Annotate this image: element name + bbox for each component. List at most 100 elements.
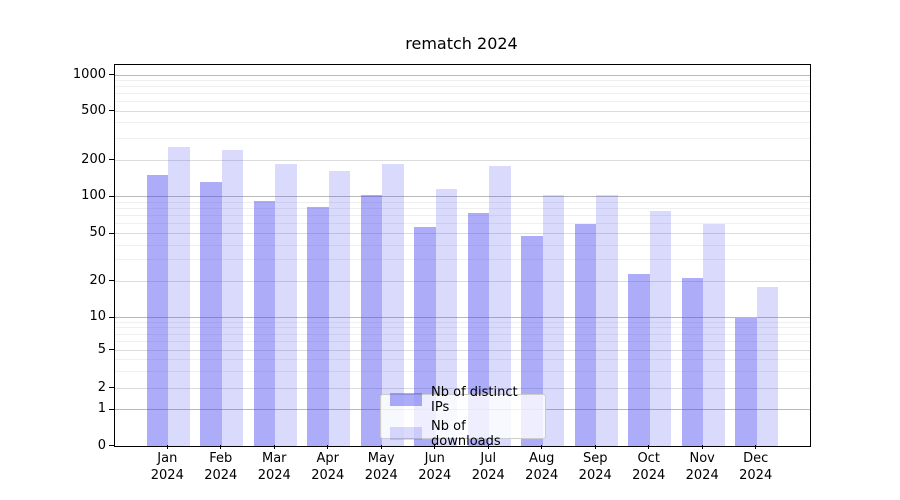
- y-tick-label-500: 500: [81, 102, 106, 118]
- y-tick-mark-10: [109, 316, 114, 318]
- legend-label-downloads: Nb of downloads: [431, 418, 501, 449]
- legend-swatch-distinct-ips: [390, 393, 422, 406]
- gridline-70: [115, 215, 810, 217]
- legend-row-downloads: Nb of downloads: [390, 419, 536, 449]
- plot-area: Nb of distinct IPs Nb of downloads: [114, 64, 811, 449]
- x-tick-label-Jul: Jul 2024: [452, 450, 524, 484]
- y-tick-label-2: 2: [97, 379, 106, 395]
- gridline-1000: [115, 74, 810, 76]
- x-tick-mark-Nov: [701, 445, 703, 449]
- y-tick-label-0: 0: [97, 437, 106, 453]
- gridline-5: [115, 349, 810, 351]
- gridline-900: [115, 79, 810, 81]
- bar-downloads-Jun: [435, 189, 458, 446]
- gridline-30: [115, 259, 810, 261]
- gridline-60: [115, 223, 810, 225]
- x-tick-year-Sep: 2024: [578, 468, 612, 483]
- x-tick-mark-Aug: [541, 445, 543, 449]
- bar-ips-Oct: [628, 273, 650, 446]
- x-tick-label-Sep: Sep 2024: [559, 450, 631, 484]
- x-tick-mark-Dec: [755, 445, 757, 449]
- gridline-3: [115, 370, 810, 372]
- x-tick-month-Dec: Dec: [743, 451, 769, 466]
- legend-label-distinct-ips: Nb of distinct IPs: [431, 384, 518, 415]
- bar-downloads-Nov: [703, 223, 725, 446]
- bar-downloads-Oct: [649, 210, 672, 446]
- y-tick-mark-20: [109, 280, 114, 281]
- x-tick-mark-Jun: [434, 445, 436, 449]
- x-tick-month-Jun: Jun: [424, 451, 445, 466]
- x-tick-label-Mar: Mar 2024: [238, 450, 310, 484]
- bar-ips-May: [360, 195, 383, 446]
- x-tick-month-May: May: [367, 451, 395, 466]
- gridline-7: [115, 333, 810, 335]
- x-tick-month-Nov: Nov: [689, 451, 715, 466]
- x-tick-month-Oct: Oct: [637, 451, 660, 466]
- x-tick-label-May: May 2024: [345, 450, 417, 484]
- x-tick-year-Oct: 2024: [632, 468, 666, 483]
- x-tick-mark-May: [380, 445, 382, 449]
- bar-downloads-Jul: [489, 166, 511, 446]
- bar-ips-Aug: [521, 235, 543, 446]
- y-tick-mark-1: [109, 408, 114, 410]
- gridline-400: [115, 122, 810, 124]
- gridline-6: [115, 340, 810, 342]
- gridline-600: [115, 101, 810, 103]
- gridline-40: [115, 244, 810, 246]
- x-tick-label-Nov: Nov 2024: [666, 450, 738, 484]
- bar-ips-Jan: [146, 175, 169, 446]
- x-tick-label-Jan: Jan 2024: [131, 450, 203, 484]
- gridline-800: [115, 86, 810, 88]
- bar-downloads-May: [382, 163, 404, 446]
- x-tick-year-Jul: 2024: [471, 468, 505, 483]
- y-tick-mark-200: [109, 159, 114, 160]
- y-tick-label-5: 5: [97, 341, 106, 357]
- y-tick-label-50: 50: [89, 225, 106, 240]
- x-tick-year-Aug: 2024: [525, 468, 559, 483]
- bar-ips-Jul: [467, 213, 490, 446]
- gridline-9: [115, 321, 810, 323]
- bar-ips-Jun: [414, 227, 436, 446]
- legend-row-distinct-ips: Nb of distinct IPs: [390, 385, 536, 415]
- bar-ips-Feb: [200, 182, 222, 446]
- bar-downloads-Jan: [168, 147, 190, 446]
- x-tick-year-Jan: 2024: [150, 468, 184, 483]
- x-tick-month-Aug: Aug: [529, 451, 555, 466]
- bar-downloads-Aug: [542, 194, 565, 446]
- bar-ips-Apr: [307, 207, 329, 446]
- x-tick-label-Apr: Apr 2024: [292, 450, 364, 484]
- chart-title: rematch 2024: [405, 34, 518, 53]
- gridline-90: [115, 201, 810, 203]
- gridline-500: [115, 110, 810, 112]
- x-tick-year-Apr: 2024: [311, 468, 345, 483]
- x-tick-year-May: 2024: [364, 468, 398, 483]
- gridline-200: [115, 159, 810, 161]
- x-tick-mark-Sep: [594, 445, 596, 449]
- y-tick-label-1000: 1000: [72, 66, 106, 82]
- gridline-8: [115, 327, 810, 329]
- bar-downloads-Feb: [221, 150, 244, 446]
- y-tick-mark-100: [109, 195, 114, 197]
- x-tick-label-Aug: Aug 2024: [506, 450, 578, 484]
- y-tick-mark-1000: [109, 74, 114, 75]
- gridline-10: [115, 317, 810, 318]
- y-tick-mark-2: [109, 387, 114, 389]
- y-tick-label-1: 1: [97, 401, 106, 416]
- legend-swatch-downloads: [390, 427, 422, 440]
- gridline-50: [115, 233, 810, 234]
- bar-ips-Mar: [253, 201, 276, 446]
- x-tick-mark-Feb: [220, 445, 222, 449]
- gridline-100: [115, 196, 810, 198]
- gridline-2: [115, 387, 810, 389]
- bar-downloads-Mar: [275, 163, 297, 446]
- y-tick-mark-0: [109, 445, 114, 446]
- x-tick-mark-Jan: [166, 445, 168, 449]
- x-tick-month-Mar: Mar: [262, 451, 287, 466]
- y-tick-label-10: 10: [89, 309, 106, 324]
- x-tick-month-Feb: Feb: [209, 451, 233, 466]
- y-tick-mark-50: [109, 232, 114, 234]
- x-tick-year-Feb: 2024: [204, 468, 238, 483]
- x-tick-year-Nov: 2024: [685, 468, 719, 483]
- gridline-4: [115, 358, 810, 360]
